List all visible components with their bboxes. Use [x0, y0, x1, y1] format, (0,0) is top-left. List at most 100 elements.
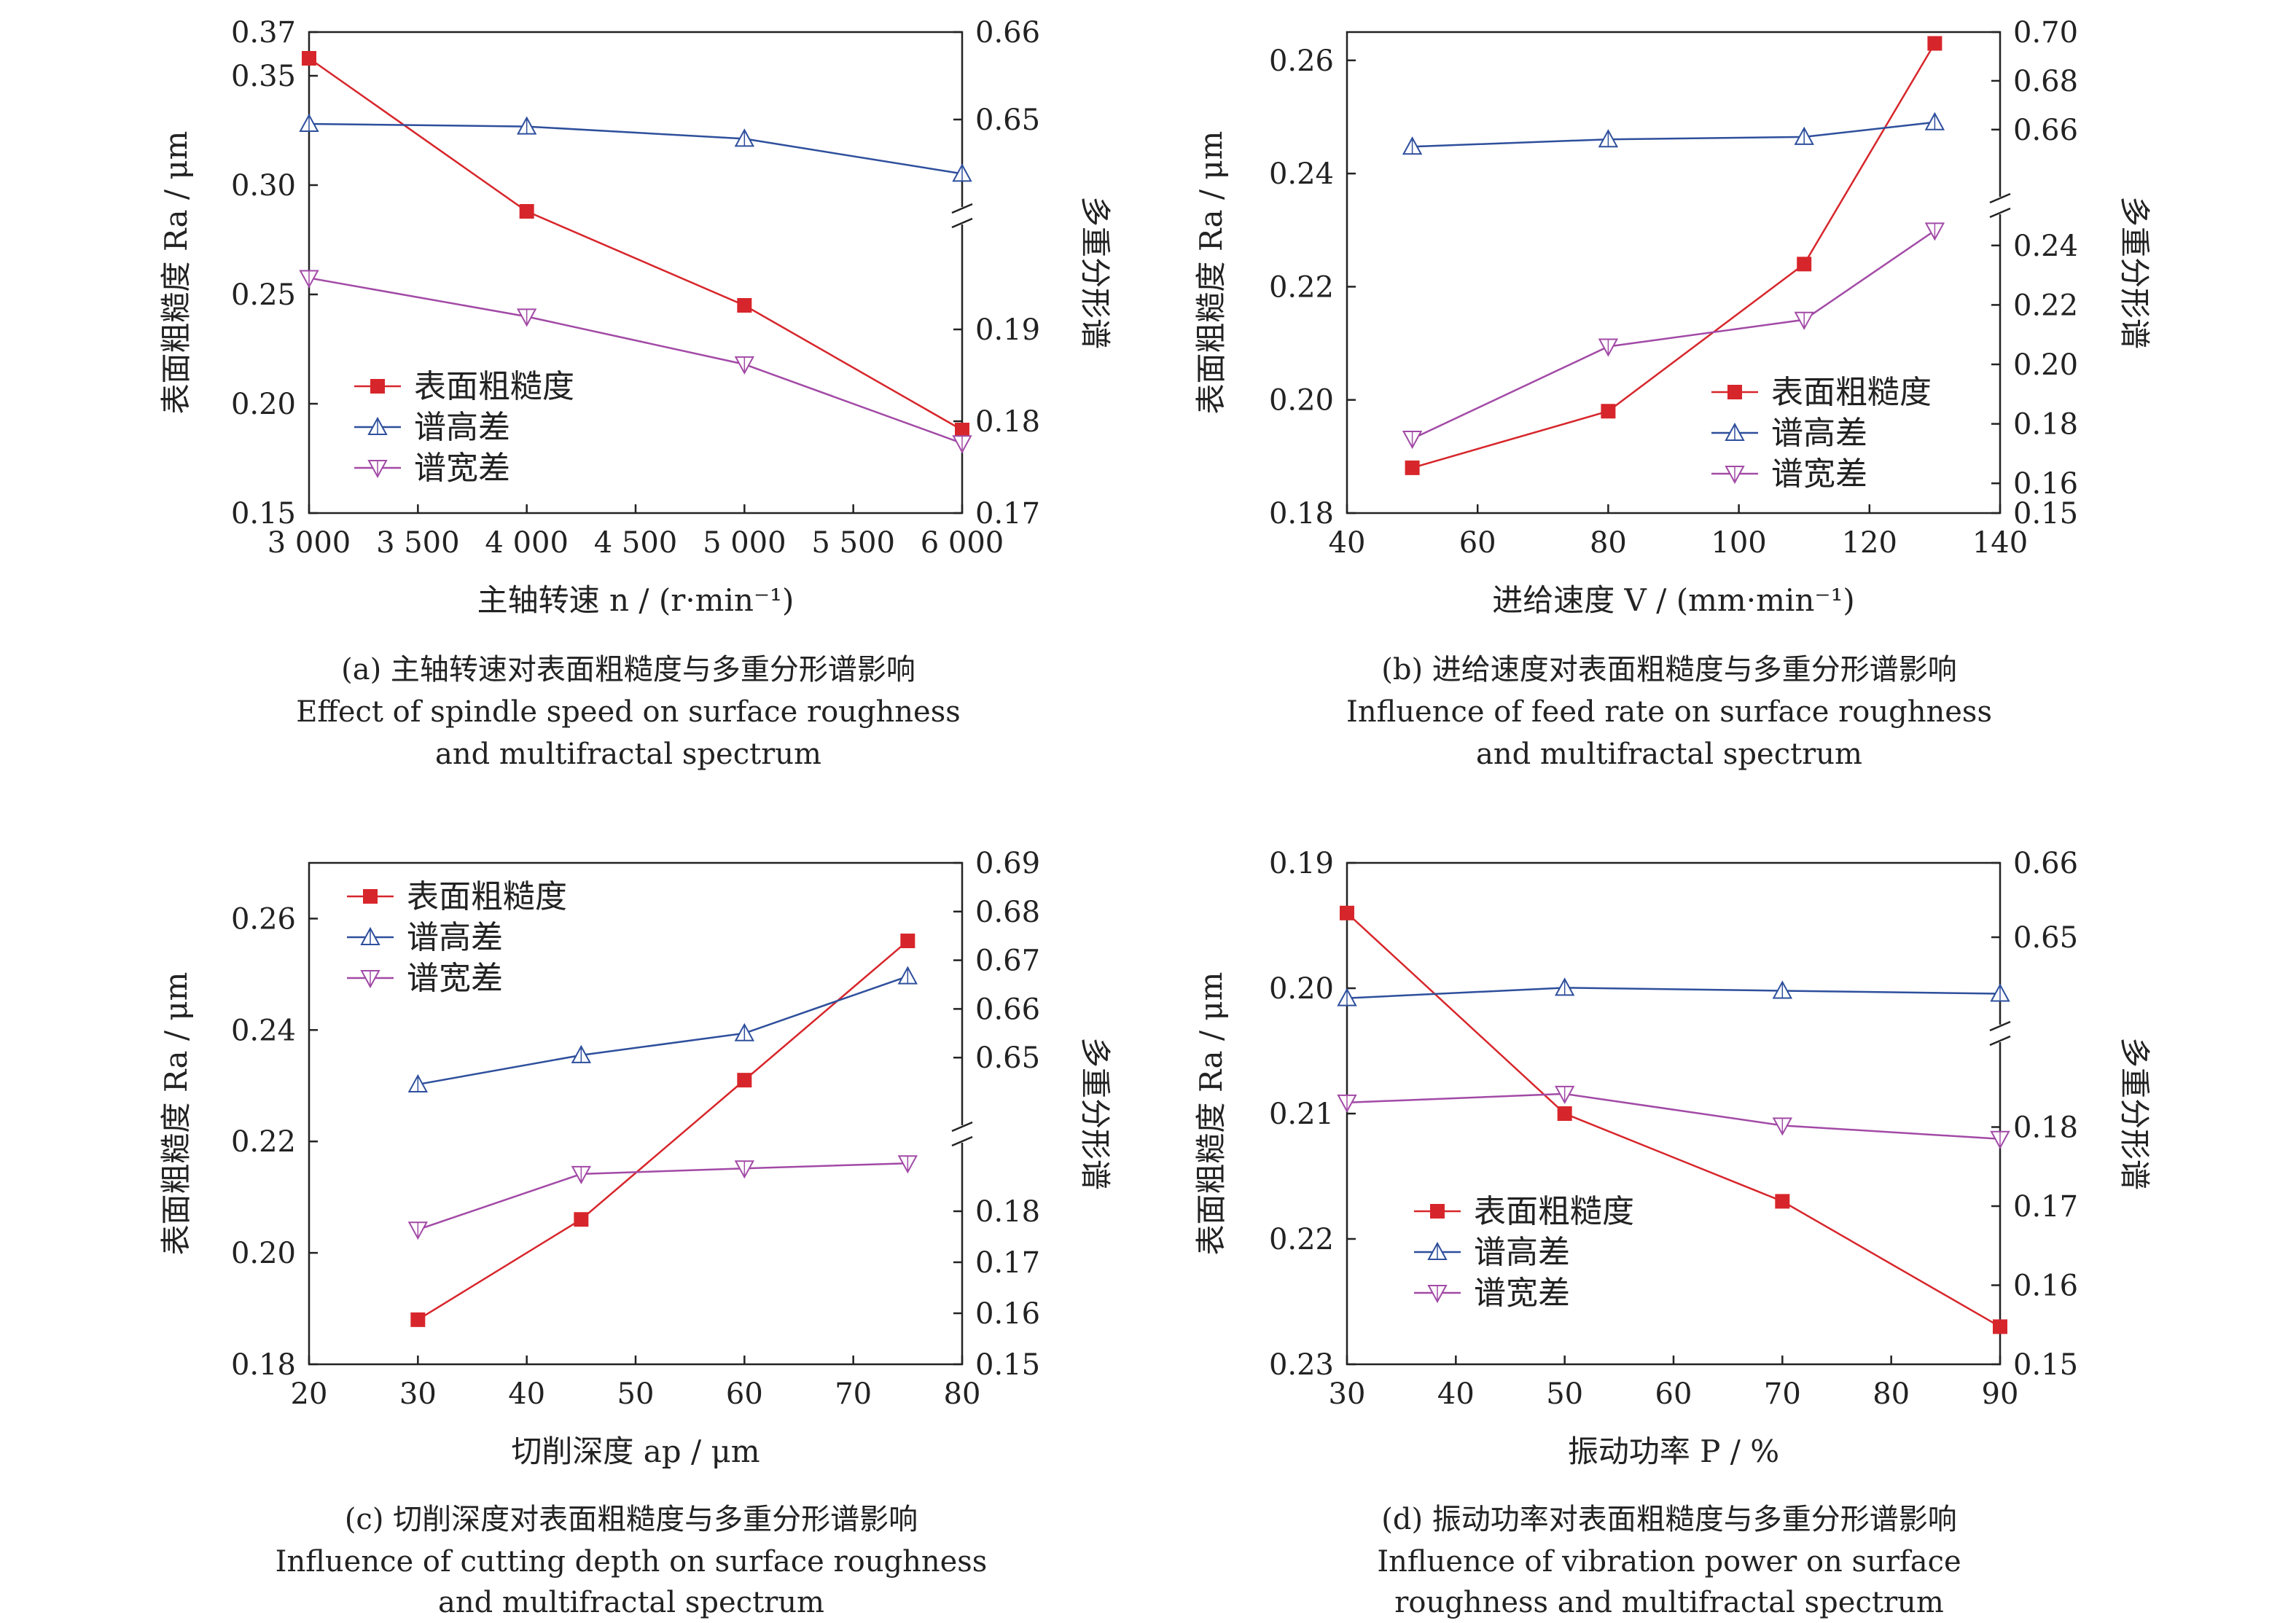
y-tick-label-right: 0.22	[2013, 289, 2078, 322]
x-axis-label: 振动功率 P / %	[1568, 1434, 1779, 1469]
x-tick-label: 60	[1459, 526, 1496, 560]
y-axis-label-left: 表面粗糙度 Ra / μm	[1193, 131, 1229, 415]
series-line-3	[417, 1162, 908, 1231]
legend-label: 表面粗糙度	[1771, 374, 1932, 411]
panel-c: 20 30 40 50 60 70 80 0.26 0.24 0.22 0.20 0.18 0.69 0.…	[158, 847, 1113, 1619]
y-tick-label-right: 0.68	[975, 896, 1040, 929]
y-tick-label-left: 0.25	[231, 278, 296, 312]
caption-en-line2: and multifractal spectrum	[1476, 738, 1862, 771]
marker-square	[410, 1312, 426, 1327]
series-marks	[299, 51, 972, 454]
panel-a: 3 000 3 500 4 000 4 500 5 000 5 500 6 000 0.37 0…	[158, 16, 1113, 771]
y-tick-label-right: 0.15	[2013, 1348, 2078, 1382]
y-tick-label-left: 0.37	[231, 16, 296, 50]
y-axis-label-left: 表面粗糙度 Ra / μm	[158, 972, 194, 1256]
marker-square	[1405, 460, 1420, 475]
x-tick-label: 30	[1329, 1377, 1366, 1411]
axis-break-mark	[951, 1121, 973, 1133]
legend-label: 谱宽差	[407, 960, 503, 997]
marker-square	[900, 934, 915, 949]
series-line-3	[1412, 230, 1936, 440]
caption-en-line2: and multifractal spectrum	[438, 1586, 824, 1619]
x-tick-label: 40	[508, 1377, 545, 1411]
y-tick-label-left: 0.24	[1269, 157, 1334, 191]
caption-en-line1: Influence of vibration power on surface	[1377, 1545, 1961, 1579]
marker-square	[737, 298, 752, 313]
series-line-2	[1346, 987, 2001, 999]
y-tick-label-right: 0.17	[975, 497, 1040, 531]
y-tick-label-left: 0.26	[1269, 44, 1334, 78]
legend-label: 谱高差	[407, 919, 503, 956]
x-tick-label: 60	[726, 1377, 763, 1411]
x-tick-label: 30	[399, 1377, 437, 1411]
axis-break-gap	[1990, 197, 2010, 214]
axis-break-gap	[952, 207, 972, 224]
x-tick-label: 100	[1711, 526, 1766, 560]
y-tick-label-left: 0.21	[1269, 1098, 1334, 1131]
x-tick-label: 3 000	[268, 526, 351, 560]
legend-label: 表面粗糙度	[414, 368, 574, 405]
x-tick-label: 80	[1590, 526, 1627, 560]
x-tick-label: 6 000	[921, 526, 1004, 560]
marker-square	[1993, 1319, 2007, 1334]
axis-break-mark	[1989, 1035, 2011, 1047]
x-tick-label: 60	[1655, 1377, 1692, 1411]
x-tick-label: 5 500	[811, 526, 895, 560]
y-axis-label-right: 多重分形谱	[2117, 1037, 2152, 1190]
y-tick-label-left: 0.35	[231, 60, 296, 93]
marker-square	[363, 889, 378, 904]
x-tick-label: 4 500	[594, 526, 678, 560]
ticks: 30 40 50 60 70 80 90 0.19 0.20 0.21 0.22 0.23 0.66 0.…	[1269, 847, 2078, 1411]
caption-en-line2: and multifractal spectrum	[435, 738, 821, 771]
y-tick-label-right: 0.16	[2013, 1270, 2078, 1303]
caption-cn: (b) 进给速度对表面粗糙度与多重分形谱影响	[1381, 653, 1957, 687]
y-tick-label-left: 0.20	[231, 1237, 296, 1270]
legend-label: 谱宽差	[1771, 455, 1867, 493]
legend-label: 表面粗糙度	[1474, 1193, 1634, 1230]
axis-break-mark	[951, 217, 973, 229]
y-tick-label-right: 0.67	[975, 945, 1040, 978]
x-axis-label: 切削深度 ap / μm	[511, 1434, 760, 1469]
x-tick-label: 90	[1982, 1377, 2019, 1411]
caption-en-line2: roughness and multifractal spectrum	[1394, 1586, 1944, 1619]
y-tick-label-right: 0.18	[975, 1195, 1040, 1229]
x-tick-label: 70	[835, 1377, 872, 1411]
caption-cn: (d) 振动功率对表面粗糙度与多重分形谱影响	[1381, 1503, 1957, 1536]
x-axis-label: 进给速度 V / (mm·min⁻¹)	[1492, 582, 1855, 618]
series-marks	[1402, 36, 1945, 475]
panel-d: 30 40 50 60 70 80 90 0.19 0.20 0.21 0.22 0.23 0.66 0.…	[1193, 847, 2152, 1619]
y-axis-label-right: 多重分形谱	[1077, 1037, 1113, 1190]
axis-break-gap	[1990, 1025, 2010, 1042]
y-tick-label-left: 0.23	[1269, 1348, 1334, 1382]
y-tick-label-right: 0.16	[2013, 467, 2078, 501]
y-tick-label-right: 0.15	[2013, 497, 2078, 531]
axis-break-mark	[951, 203, 973, 214]
y-tick-label-right: 0.66	[975, 16, 1040, 50]
marker-square	[574, 1212, 589, 1227]
ticks: 20 30 40 50 60 70 80 0.26 0.24 0.22 0.20 0.18 0.69 0.…	[231, 847, 1040, 1411]
x-axis-label: 主轴转速 n / (r·min⁻¹)	[477, 582, 794, 618]
marker-square	[1927, 36, 1942, 51]
y-tick-label-right: 0.20	[2013, 348, 2078, 382]
y-tick-label-left: 0.18	[231, 1348, 296, 1382]
y-tick-label-left: 0.18	[1269, 497, 1334, 531]
caption-cn: (a) 主轴转速对表面粗糙度与多重分形谱影响	[341, 653, 915, 687]
x-tick-label: 50	[617, 1377, 655, 1411]
y-axis-label-left: 表面粗糙度 Ra / μm	[1193, 972, 1229, 1256]
marker-square	[302, 51, 316, 66]
x-tick-label: 40	[1329, 526, 1366, 560]
y-tick-label-left: 0.22	[231, 1125, 296, 1159]
legend-label: 谱宽差	[1474, 1275, 1570, 1312]
y-tick-label-right: 0.66	[2013, 847, 2078, 880]
y-tick-label-right: 0.17	[975, 1246, 1040, 1280]
x-tick-label: 140	[1972, 526, 2028, 560]
y-tick-label-right: 0.65	[2013, 921, 2078, 955]
x-tick-label: 40	[1437, 1377, 1475, 1411]
plot-frame	[1346, 31, 2002, 515]
marker-square	[1430, 1204, 1445, 1219]
axis-break-mark	[1989, 207, 2011, 219]
y-tick-label-right: 0.18	[975, 405, 1040, 439]
